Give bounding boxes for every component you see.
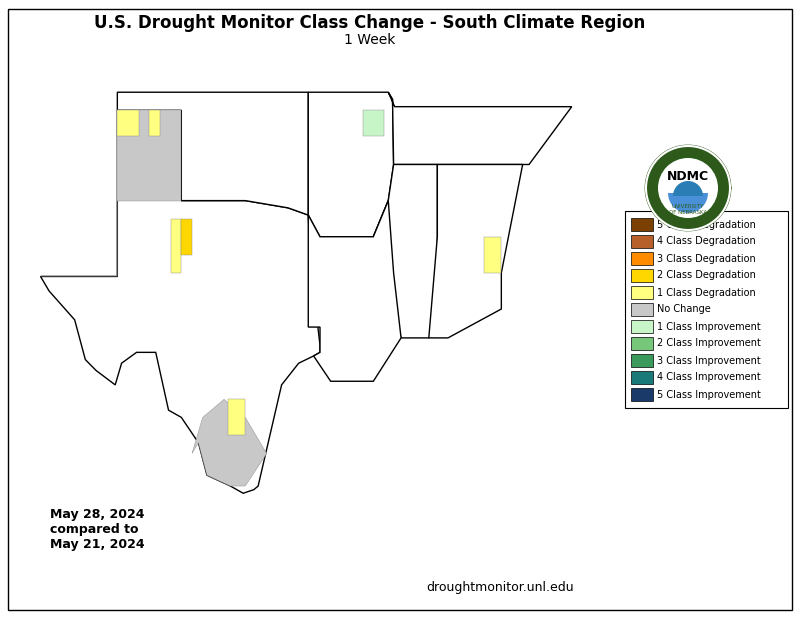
Bar [631, 286, 653, 299]
Text: 1 Class Improvement: 1 Class Improvement [657, 321, 761, 331]
Polygon shape [118, 110, 138, 135]
Bar [631, 388, 653, 401]
Polygon shape [118, 92, 308, 215]
Wedge shape [673, 181, 703, 196]
Text: NDMC: NDMC [667, 169, 709, 182]
Text: 3 Class Improvement: 3 Class Improvement [657, 355, 761, 365]
Text: 4 Class Degradation: 4 Class Degradation [657, 237, 756, 247]
Text: May 28, 2024
compared to
May 21, 2024: May 28, 2024 compared to May 21, 2024 [50, 508, 145, 551]
Bar [631, 235, 653, 248]
Polygon shape [308, 92, 394, 237]
Text: UNIVERSITY: UNIVERSITY [672, 203, 704, 208]
Bar [631, 320, 653, 333]
Polygon shape [484, 237, 502, 273]
Polygon shape [170, 219, 182, 273]
Text: 2 Class Improvement: 2 Class Improvement [657, 339, 761, 349]
Polygon shape [388, 92, 572, 164]
Bar [631, 218, 653, 231]
Wedge shape [668, 193, 708, 213]
Text: No Change: No Change [657, 305, 710, 315]
Polygon shape [182, 219, 192, 255]
Polygon shape [308, 201, 401, 381]
Text: OF NEBRASKA: OF NEBRASKA [669, 210, 707, 214]
Text: 3 Class Degradation: 3 Class Degradation [657, 253, 756, 263]
Polygon shape [228, 399, 246, 436]
Circle shape [646, 146, 730, 230]
Bar [631, 252, 653, 265]
Polygon shape [362, 110, 384, 135]
Text: 2 Class Degradation: 2 Class Degradation [657, 271, 756, 281]
Bar [631, 303, 653, 316]
Text: 1 Class Degradation: 1 Class Degradation [657, 287, 756, 297]
Polygon shape [429, 164, 522, 338]
Polygon shape [150, 110, 160, 135]
Text: 1 Week: 1 Week [344, 33, 396, 47]
Bar [631, 354, 653, 367]
Bar [631, 371, 653, 384]
Text: 4 Class Improvement: 4 Class Improvement [657, 373, 761, 383]
Text: 5 Class Degradation: 5 Class Degradation [657, 219, 756, 229]
Bar [631, 337, 653, 350]
Text: 5 Class Improvement: 5 Class Improvement [657, 389, 761, 399]
Text: droughtmonitor.unl.edu: droughtmonitor.unl.edu [426, 582, 574, 595]
Polygon shape [374, 164, 438, 338]
Circle shape [658, 158, 718, 218]
Bar [631, 269, 653, 282]
Polygon shape [192, 399, 266, 486]
Text: U.S. Drought Monitor Class Change - South Climate Region: U.S. Drought Monitor Class Change - Sout… [94, 14, 646, 32]
Polygon shape [41, 110, 182, 276]
Bar [625, 211, 788, 408]
Polygon shape [41, 110, 320, 493]
